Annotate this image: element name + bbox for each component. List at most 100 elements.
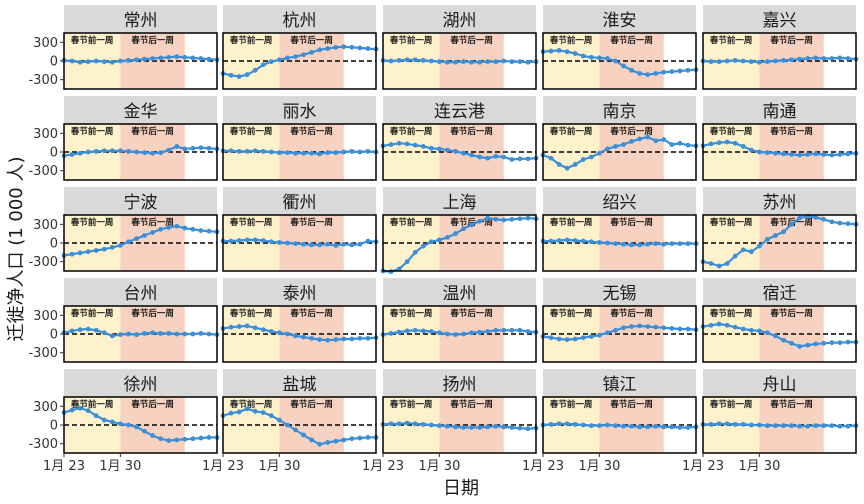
data-point bbox=[805, 423, 811, 429]
x-tick-label: 1月 23 bbox=[362, 459, 404, 474]
data-point bbox=[388, 58, 394, 64]
facet-strip bbox=[543, 369, 696, 397]
data-point bbox=[69, 251, 75, 257]
data-point bbox=[174, 54, 180, 60]
data-point bbox=[509, 216, 515, 222]
data-point bbox=[341, 336, 347, 342]
data-point bbox=[525, 215, 531, 221]
data-point bbox=[461, 59, 466, 65]
data-point bbox=[517, 425, 523, 431]
period-label: 春节后一周 bbox=[289, 126, 333, 137]
data-point bbox=[732, 324, 738, 330]
data-point bbox=[436, 423, 442, 429]
facet-title: 绍兴 bbox=[603, 193, 637, 213]
data-point bbox=[85, 149, 91, 155]
data-point bbox=[333, 438, 339, 444]
data-point bbox=[477, 59, 483, 65]
data-point bbox=[365, 46, 371, 51]
data-point bbox=[276, 57, 282, 63]
data-point bbox=[677, 68, 683, 74]
data-point bbox=[748, 147, 754, 153]
data-point bbox=[661, 69, 667, 75]
data-point bbox=[77, 59, 83, 65]
period-label: 春节后一周 bbox=[449, 126, 493, 137]
data-point bbox=[85, 326, 91, 332]
data-point bbox=[228, 324, 234, 330]
data-point bbox=[388, 142, 394, 147]
data-point bbox=[564, 165, 570, 171]
period-label: 春节后一周 bbox=[769, 35, 813, 46]
period-label: 春节前一周 bbox=[70, 126, 114, 137]
facet-title: 徐州 bbox=[124, 375, 158, 395]
data-point bbox=[117, 148, 123, 154]
data-point bbox=[773, 333, 778, 339]
data-point bbox=[588, 54, 594, 60]
data-point bbox=[436, 330, 442, 336]
data-point bbox=[260, 238, 266, 243]
data-point bbox=[477, 425, 483, 430]
facet-title: 镇江 bbox=[603, 375, 637, 395]
data-point bbox=[708, 421, 714, 427]
data-point bbox=[260, 148, 266, 154]
data-point bbox=[740, 326, 746, 332]
data-point bbox=[276, 417, 282, 423]
data-point bbox=[309, 49, 314, 55]
data-point bbox=[388, 421, 394, 427]
data-point bbox=[677, 140, 683, 146]
data-point bbox=[653, 138, 659, 144]
data-point bbox=[158, 226, 164, 232]
data-point bbox=[461, 425, 466, 430]
facet-strip bbox=[223, 96, 376, 124]
data-point bbox=[765, 150, 770, 156]
data-point bbox=[341, 241, 347, 247]
data-point bbox=[109, 244, 115, 250]
data-point bbox=[805, 152, 811, 157]
data-point bbox=[621, 63, 626, 69]
data-point bbox=[93, 58, 99, 64]
x-tick-label: 1月 30 bbox=[738, 459, 780, 474]
data-point bbox=[653, 423, 659, 429]
data-point bbox=[436, 59, 442, 65]
data-point bbox=[260, 327, 266, 333]
data-point bbox=[357, 45, 363, 51]
facet-title: 无锡 bbox=[603, 284, 637, 304]
data-point bbox=[117, 421, 123, 427]
data-point bbox=[564, 237, 570, 243]
data-point bbox=[158, 55, 164, 61]
data-point bbox=[77, 250, 83, 256]
data-point bbox=[613, 241, 618, 247]
data-point bbox=[837, 220, 843, 226]
data-point bbox=[252, 148, 258, 154]
data-point bbox=[349, 436, 355, 442]
x-tick-label: 1月 23 bbox=[202, 459, 244, 474]
period-label: 春节前一周 bbox=[709, 126, 753, 137]
data-point bbox=[525, 59, 531, 65]
facet-title: 湖州 bbox=[443, 11, 477, 31]
period-label: 春节前一周 bbox=[389, 217, 433, 228]
data-point bbox=[388, 330, 394, 336]
data-point bbox=[781, 151, 786, 157]
data-point bbox=[244, 148, 250, 154]
data-point bbox=[268, 149, 274, 155]
period-label: 春节后一周 bbox=[449, 308, 493, 319]
data-point bbox=[621, 325, 626, 331]
data-point bbox=[453, 424, 458, 430]
data-point bbox=[150, 150, 155, 156]
data-point bbox=[661, 424, 667, 430]
data-point bbox=[101, 148, 107, 154]
panel-border bbox=[382, 214, 537, 272]
data-point bbox=[477, 218, 483, 224]
data-point bbox=[244, 237, 250, 243]
data-point bbox=[740, 58, 746, 64]
data-point bbox=[436, 146, 442, 152]
data-point bbox=[166, 438, 172, 443]
period-label: 春节前一周 bbox=[229, 126, 273, 137]
panel-border bbox=[702, 396, 857, 454]
data-point bbox=[276, 239, 282, 245]
data-point bbox=[365, 238, 371, 244]
y-tick-label: 0 bbox=[50, 146, 58, 161]
data-point bbox=[724, 322, 730, 328]
